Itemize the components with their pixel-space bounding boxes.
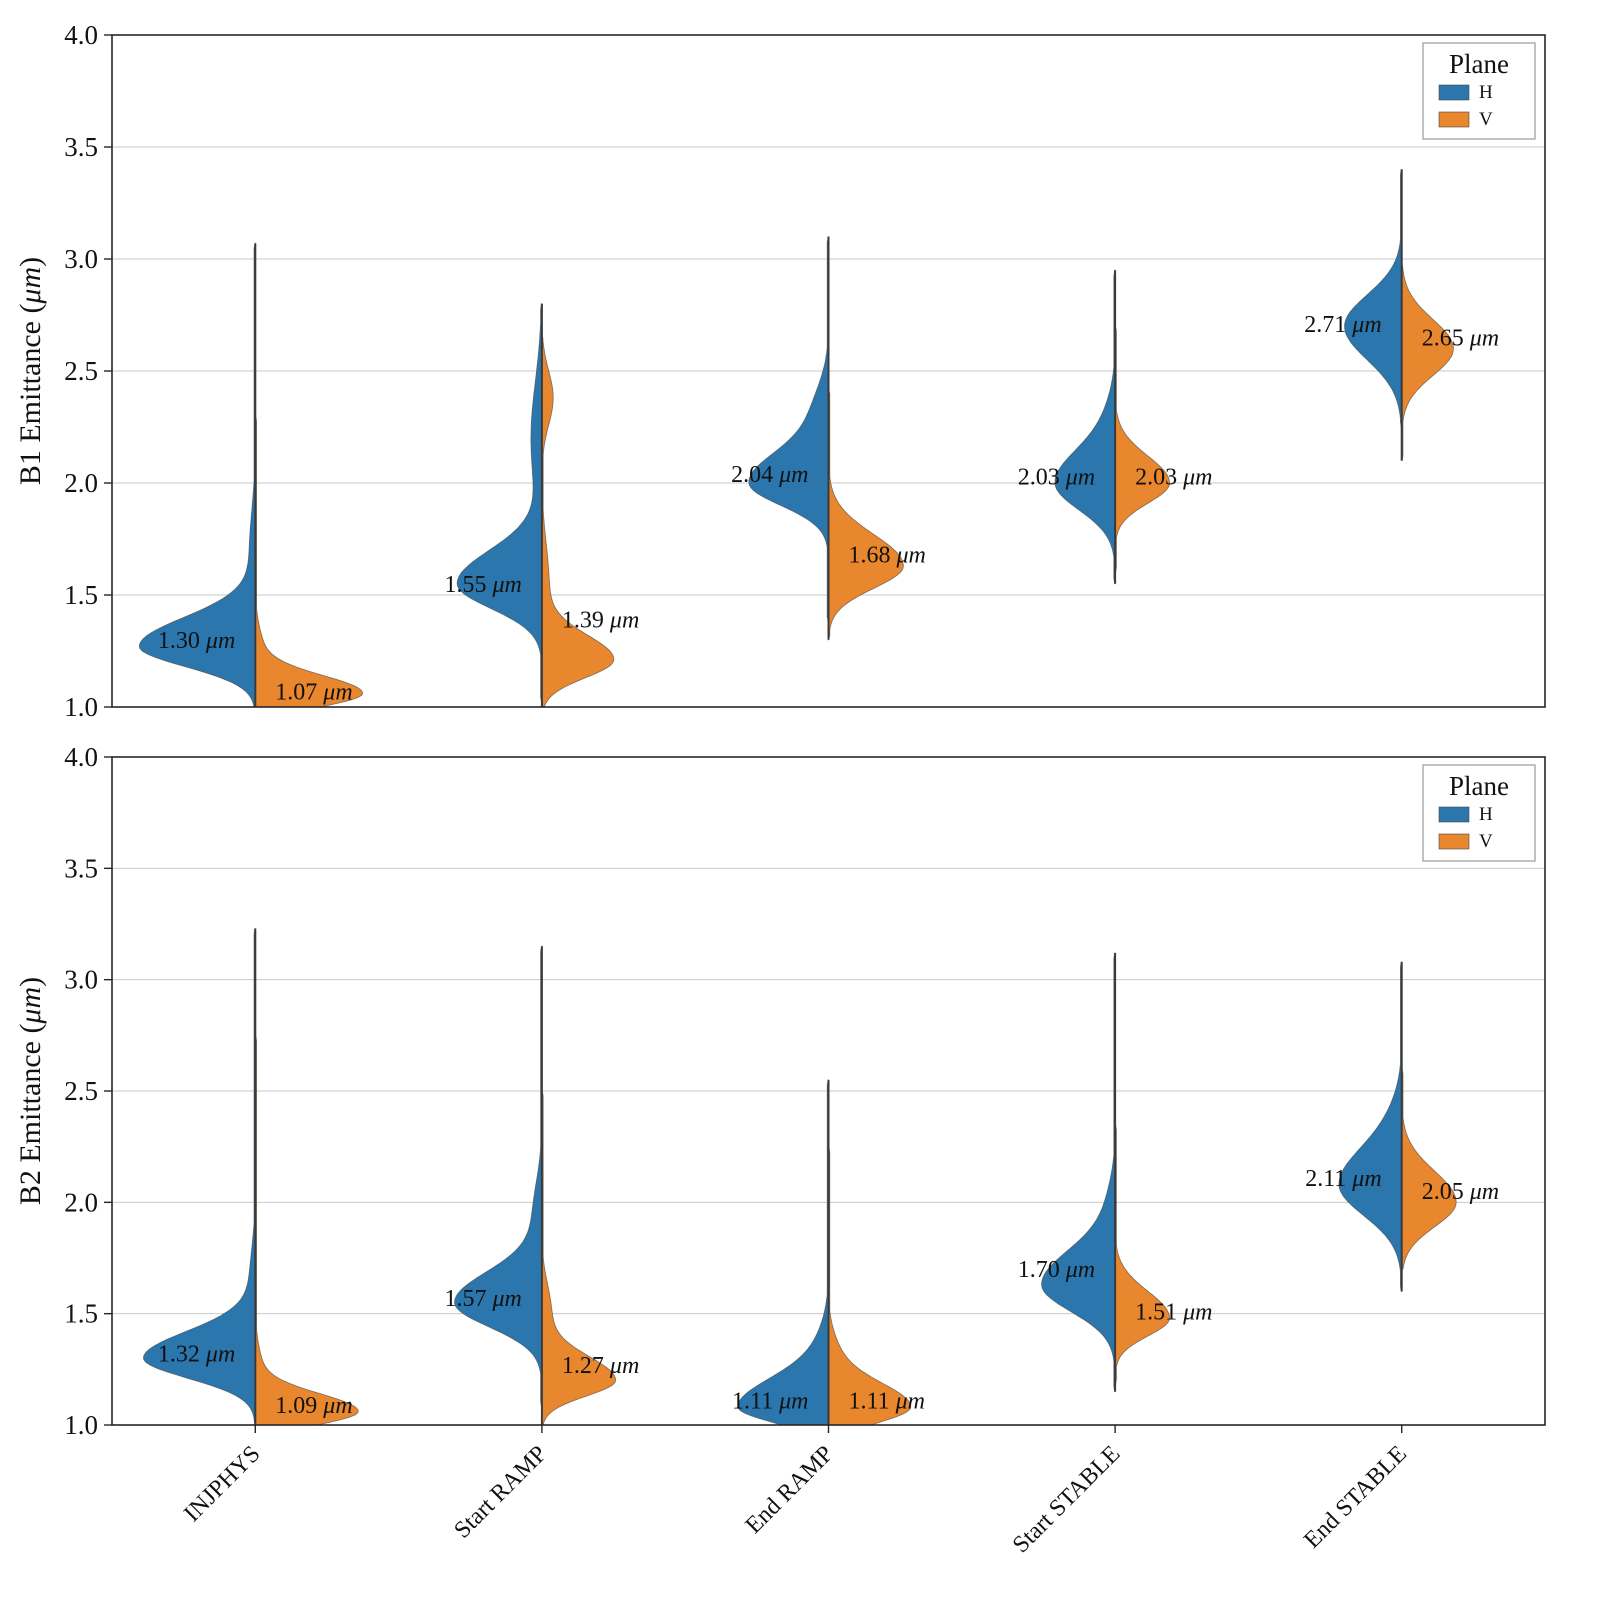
violin-half-v xyxy=(828,388,904,641)
x-category-label: End RAMP xyxy=(741,1441,839,1539)
panel-b1: 1.30 μm 1.07 μm 1.55 μm 1.39 μm 2.04 μm 1.68 … xyxy=(14,20,1546,722)
violin-half-h xyxy=(1054,269,1116,585)
violin-half-h xyxy=(138,242,256,708)
legend-entry-label: H xyxy=(1479,82,1493,103)
y-tick-label: 4.0 xyxy=(64,742,98,772)
y-axis-label: B2 Emittance (μm) xyxy=(14,977,47,1205)
violin-half-v xyxy=(828,1146,912,1426)
panel-b2: 1.32 μm1.09 μm1.57 μm1.27 μm1.11 μm 1.11 … xyxy=(14,742,1546,1558)
violin-end-ramp: 1.11 μm 1.11 μm xyxy=(732,1079,926,1426)
y-tick-label: 2.0 xyxy=(64,1187,98,1217)
legend-entry-label: V xyxy=(1479,109,1493,130)
violin-start-ramp: 1.55 μm 1.39 μm xyxy=(445,303,639,708)
y-tick-label: 3.0 xyxy=(64,244,98,274)
y-tick-label: 1.0 xyxy=(64,1410,98,1440)
mean-label-h: 1.55 μm xyxy=(445,572,522,598)
violin-injphys: 1.32 μm 1.09 μm xyxy=(142,928,359,1426)
legend-entry-label: H xyxy=(1479,804,1493,825)
x-category-label: Start RAMP xyxy=(449,1441,552,1544)
violin-half-v xyxy=(1114,1124,1170,1386)
violin-half-v xyxy=(1401,1068,1457,1270)
y-tick-label: 3.0 xyxy=(64,965,98,995)
violin-end-stable: 2.11 μm 2.05 μm xyxy=(1305,961,1499,1292)
legend-entry-label: V xyxy=(1479,831,1493,852)
violin-end-ramp: 2.04 μm 1.68 μm xyxy=(731,236,926,641)
mean-label-h: 2.03 μm xyxy=(1018,464,1095,490)
mean-label-v: 1.39 μm xyxy=(562,608,639,634)
violin-half-v xyxy=(1114,325,1170,573)
legend-swatch-h xyxy=(1438,806,1470,823)
mean-label-v: 2.05 μm xyxy=(1422,1179,1499,1205)
y-tick-label: 2.5 xyxy=(64,1076,98,1106)
violin-half-h xyxy=(1338,961,1403,1292)
violin-half-h xyxy=(1041,952,1116,1392)
violin-end-stable: 2.71 μm 2.65 μm xyxy=(1304,169,1499,461)
violin-start-stable: 1.70 μm 1.51 μm xyxy=(1018,952,1212,1392)
x-category-label: End STABLE xyxy=(1299,1441,1412,1554)
violin-half-v xyxy=(254,1034,359,1426)
mean-label-h: 1.30 μm xyxy=(158,628,235,654)
violin-start-stable: 2.03 μm 2.03 μm xyxy=(1018,269,1212,585)
legend-swatch-h xyxy=(1438,84,1470,101)
mean-label-v: 2.65 μm xyxy=(1422,325,1499,351)
violin-half-h xyxy=(142,928,256,1426)
y-tick-label: 1.0 xyxy=(64,692,98,722)
y-tick-label: 1.5 xyxy=(64,1299,98,1329)
y-tick-label: 3.5 xyxy=(64,132,98,162)
violin-half-h xyxy=(456,303,543,703)
y-tick-label: 3.5 xyxy=(64,853,98,883)
legend-swatch-v xyxy=(1438,111,1470,128)
violin-half-h xyxy=(454,945,543,1408)
legend-swatch-v xyxy=(1438,833,1470,850)
mean-label-h: 2.04 μm xyxy=(731,462,808,488)
mean-label-v: 1.11 μm xyxy=(849,1389,926,1415)
mean-label-h: 2.71 μm xyxy=(1304,312,1381,338)
mean-label-v: 1.09 μm xyxy=(275,1393,352,1419)
y-tick-label: 1.5 xyxy=(64,580,98,610)
violin-half-h xyxy=(1344,169,1403,428)
violin-half-v xyxy=(1401,265,1454,461)
mean-label-v: 1.51 μm xyxy=(1135,1299,1212,1325)
legend: Plane HV xyxy=(1422,764,1536,862)
violin-start-ramp: 1.57 μm 1.27 μm xyxy=(445,945,639,1426)
violin-injphys: 1.30 μm 1.07 μm xyxy=(138,242,364,708)
mean-label-h: 1.57 μm xyxy=(445,1286,522,1312)
violin-half-h xyxy=(748,236,829,623)
legend-title: Plane xyxy=(1449,771,1509,801)
violin-half-v xyxy=(541,337,615,708)
x-category-label: Start STABLE xyxy=(1008,1441,1125,1558)
mean-label-h: 1.11 μm xyxy=(732,1389,809,1415)
mean-label-v: 2.03 μm xyxy=(1135,464,1212,490)
y-tick-label: 2.5 xyxy=(64,356,98,386)
violin-half-h xyxy=(737,1079,829,1426)
y-axis-label: B1 Emittance (μm) xyxy=(14,257,47,485)
mean-label-v: 1.27 μm xyxy=(562,1353,639,1379)
mean-label-h: 1.70 μm xyxy=(1018,1257,1095,1283)
legend: Plane HV xyxy=(1422,42,1536,140)
mean-label-h: 1.32 μm xyxy=(158,1342,235,1368)
legend-title: Plane xyxy=(1449,49,1509,79)
mean-label-v: 1.68 μm xyxy=(849,543,926,569)
y-tick-label: 2.0 xyxy=(64,468,98,498)
x-category-label: INJPHYS xyxy=(179,1441,265,1527)
violin-half-v xyxy=(254,415,364,708)
violin-half-v xyxy=(541,1090,617,1426)
mean-label-h: 2.11 μm xyxy=(1305,1166,1382,1192)
mean-label-v: 1.07 μm xyxy=(275,679,352,705)
y-tick-label: 4.0 xyxy=(64,20,98,50)
